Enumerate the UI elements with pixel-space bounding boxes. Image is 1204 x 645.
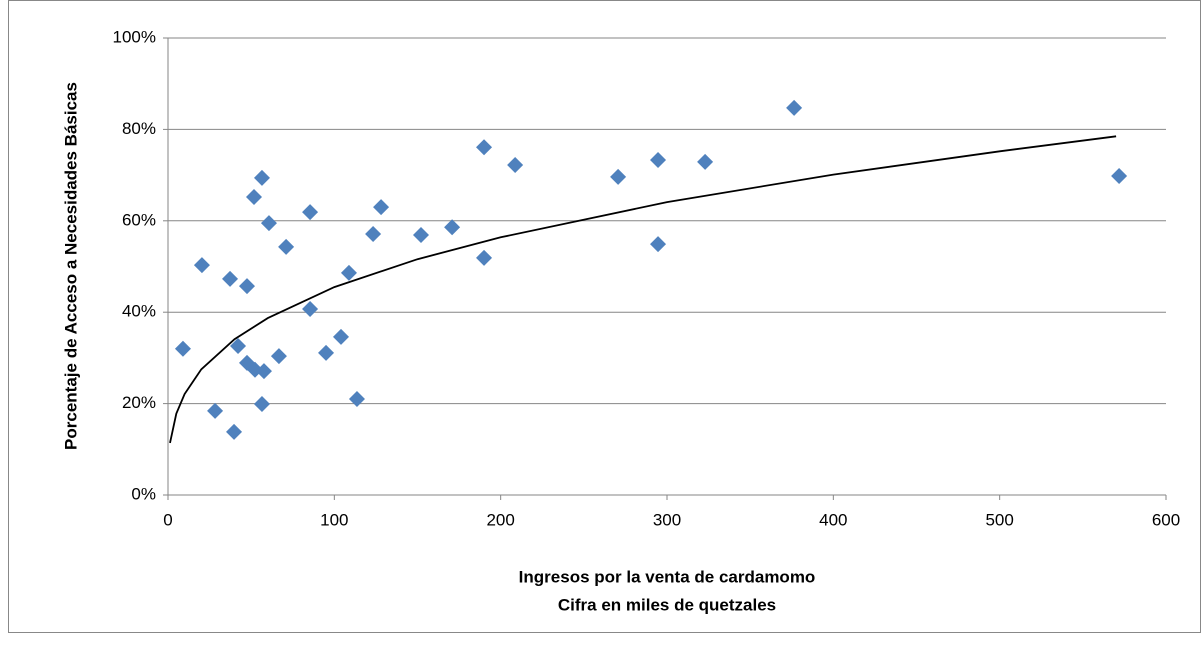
data-point <box>444 219 461 236</box>
y-axis-title: Porcentaje de Acceso a Necesidades Básic… <box>61 82 80 450</box>
data-point <box>348 391 365 408</box>
data-point <box>610 168 627 185</box>
data-point <box>365 226 382 243</box>
data-point <box>476 139 493 156</box>
y-tick-label: 20% <box>122 393 156 412</box>
x-tick-label: 600 <box>1152 510 1180 529</box>
data-point <box>476 249 493 266</box>
data-point <box>318 344 335 361</box>
data-point <box>230 338 247 355</box>
data-point <box>650 236 667 253</box>
x-tick-label: 500 <box>985 510 1013 529</box>
trendline <box>169 135 1117 444</box>
y-tick-label: 80% <box>122 119 156 138</box>
data-point <box>245 189 262 206</box>
data-point <box>786 99 803 116</box>
data-point <box>302 204 319 221</box>
x-axis-title: Cifra en miles de quetzales <box>558 595 776 614</box>
data-point <box>697 153 714 170</box>
x-tick-label: 400 <box>819 510 847 529</box>
data-point <box>373 199 390 216</box>
data-point <box>253 396 270 413</box>
data-point <box>255 363 272 380</box>
chart-border <box>8 0 1201 633</box>
data-point <box>340 264 357 281</box>
x-axis-title: Ingresos por la venta de cardamomo <box>519 567 816 586</box>
data-point <box>226 423 243 440</box>
data-point <box>278 238 295 255</box>
data-point <box>332 328 349 345</box>
data-point <box>207 402 224 419</box>
y-tick-label: 0% <box>131 484 156 503</box>
data-point <box>260 215 277 232</box>
data-point <box>253 169 270 186</box>
data-point <box>222 270 239 287</box>
y-tick-label: 60% <box>122 210 156 229</box>
data-point <box>507 157 524 174</box>
y-tick-label: 40% <box>122 302 156 321</box>
data-point <box>193 257 210 274</box>
data-point <box>302 301 319 318</box>
data-point <box>174 340 191 357</box>
data-point <box>412 226 429 243</box>
x-tick-label: 0 <box>163 510 172 529</box>
x-tick-label: 100 <box>320 510 348 529</box>
data-point <box>650 152 667 169</box>
x-tick-label: 300 <box>653 510 681 529</box>
data-point <box>239 278 256 295</box>
data-point <box>1111 168 1128 185</box>
data-point <box>270 348 287 365</box>
x-tick-label: 200 <box>486 510 514 529</box>
y-tick-label: 100% <box>113 27 156 46</box>
